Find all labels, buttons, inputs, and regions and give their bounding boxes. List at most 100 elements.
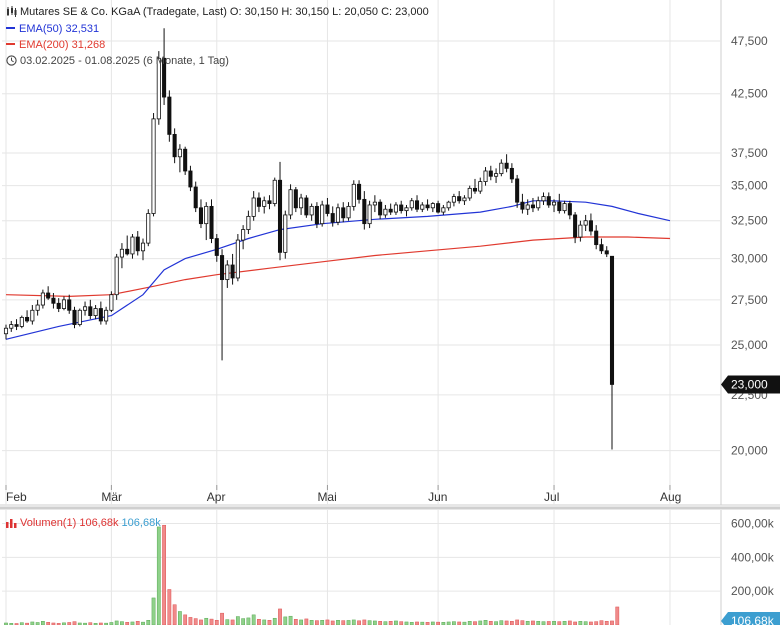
candle-body <box>546 196 551 206</box>
candle <box>404 204 409 217</box>
volume-bar <box>372 620 377 625</box>
candle <box>414 195 420 213</box>
candle <box>557 193 562 214</box>
candle <box>530 197 535 213</box>
candle <box>372 195 377 213</box>
high-value: 30,150 <box>295 6 330 18</box>
candle-body <box>67 299 72 311</box>
candle <box>72 306 77 329</box>
candle-body <box>283 214 288 253</box>
candle-body <box>399 204 404 212</box>
candle-body <box>40 292 45 306</box>
volume-bar <box>272 617 277 625</box>
candle <box>214 234 219 262</box>
candle <box>288 184 293 220</box>
ema50-line <box>5 200 671 340</box>
candle-body <box>214 238 219 256</box>
candle <box>457 191 462 204</box>
volume-bar <box>531 620 535 625</box>
volume-bar <box>436 621 440 625</box>
volume-bar <box>204 617 209 625</box>
candle-body <box>35 304 40 311</box>
candle-body <box>241 229 246 241</box>
candle <box>525 199 530 215</box>
candle <box>314 202 319 229</box>
volume-bar <box>25 622 29 625</box>
candle <box>277 161 283 261</box>
candle <box>325 197 330 217</box>
candle <box>146 209 151 247</box>
candle <box>604 246 609 258</box>
price-axis[interactable]: 47,500 42,500 37,500 35,000 32,500 30,000 27,5… <box>731 34 768 458</box>
candle-body <box>335 207 341 223</box>
candle-body <box>420 204 425 210</box>
candle-body <box>9 324 14 329</box>
candle <box>388 203 393 215</box>
volume-bar <box>199 619 203 625</box>
ema50-value: 32,531 <box>65 23 100 35</box>
candle <box>35 299 40 316</box>
volume-bar <box>278 608 282 625</box>
price-tick-label: 35,000 <box>731 179 768 193</box>
volume-bar <box>72 621 77 625</box>
candle-body <box>119 248 124 258</box>
volume-bar <box>420 621 425 625</box>
price-tick-label: 42,500 <box>731 87 768 101</box>
candlestick-icon <box>6 6 17 17</box>
candle <box>515 174 520 208</box>
volume-bar <box>93 623 98 625</box>
candle <box>256 192 261 213</box>
candle-body <box>251 197 256 217</box>
candle-body <box>504 162 509 169</box>
candle <box>130 234 135 259</box>
candle-body <box>578 224 583 238</box>
candle-body <box>536 200 541 209</box>
volume-bar <box>525 621 530 625</box>
candle-body <box>304 197 309 216</box>
candle <box>46 286 51 300</box>
volume-bar <box>441 622 446 625</box>
ema50-legend[interactable]: EMA(50) 32,531 <box>6 22 99 36</box>
volume-bar <box>362 619 367 625</box>
candle-body <box>588 220 593 232</box>
volume-bar <box>552 621 556 625</box>
candle <box>330 206 335 227</box>
candle <box>341 202 346 223</box>
candle <box>19 315 24 329</box>
volume-bar <box>452 621 456 625</box>
volume-bar <box>583 621 588 625</box>
last-price-tag: 23,000 <box>731 377 768 391</box>
volume-bar <box>46 622 51 625</box>
time-axis[interactable]: Feb Mär Apr Mai Jun Jul Aug <box>5 485 681 504</box>
candle <box>583 214 588 232</box>
candle-body <box>404 207 409 212</box>
candle-body <box>451 196 456 203</box>
candle <box>125 235 130 256</box>
candle <box>346 202 351 221</box>
candle <box>299 193 304 215</box>
volume-value: 106,68k <box>79 517 119 529</box>
candle <box>509 163 514 183</box>
volume-axis[interactable]: 600,00k 400,00k 200,00k <box>731 517 775 599</box>
volume-bar <box>225 619 230 625</box>
volume-bar <box>193 618 198 625</box>
candle-body <box>599 244 604 252</box>
candle-body <box>351 183 356 207</box>
ema50-swatch <box>6 27 15 29</box>
volume-bar <box>114 620 119 625</box>
volume-bar <box>351 619 356 625</box>
last-volume-tag-bg <box>721 611 780 625</box>
candle-body <box>594 230 599 246</box>
candle <box>183 146 188 175</box>
volume-bar <box>183 614 188 625</box>
volume-bar <box>67 622 72 625</box>
candle-body <box>367 204 372 225</box>
ema200-legend[interactable]: EMA(200) 31,268 <box>6 38 105 52</box>
candle-body <box>414 200 420 210</box>
candle-body <box>383 208 388 216</box>
candle-body <box>151 118 156 214</box>
volume-grid <box>0 506 780 625</box>
grid-lines <box>0 0 780 506</box>
candle-body <box>341 207 346 219</box>
